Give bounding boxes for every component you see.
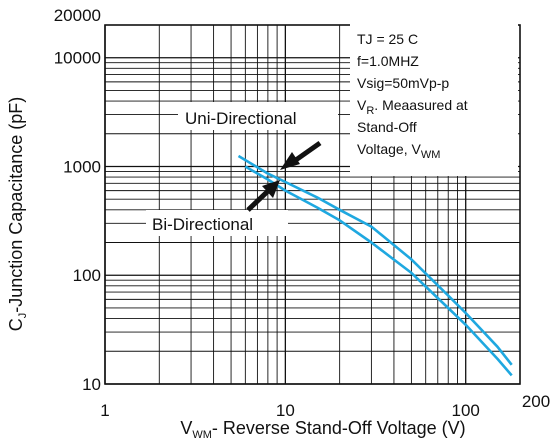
y-tick-label: 1000 (63, 157, 101, 176)
plot-frame (104, 24, 521, 385)
uni-directional-label: Uni-Directional (185, 109, 296, 128)
x-tick-labels: 1 10 100 200 (100, 392, 550, 420)
condition-line: Vsig=50mVp-p (357, 75, 449, 91)
condition-line: f=1.0MHZ (357, 53, 419, 69)
uni-directional-arrow (280, 140, 322, 170)
y-tick-label: 10000 (54, 49, 101, 68)
x-tick-label: 100 (452, 401, 480, 420)
x-axis-label: VWM- Reverse Stand-Off Voltage (V) (180, 418, 465, 441)
y-tick-labels: 10 100 1000 10000 20000 (54, 6, 101, 394)
conditions-box-bg (350, 24, 518, 176)
y-tick-label: 20000 (54, 6, 101, 25)
test-conditions: TJ = 25 C f=1.0MHZ Vsig=50mVp-p VR. Meaasur… (357, 31, 468, 161)
bi-directional-curve (244, 165, 513, 377)
y-axis-label: CJ-Junction Capacitance (pF) (6, 97, 29, 332)
bi-directional-arrow (246, 180, 280, 212)
uni-directional-curve (237, 154, 513, 366)
uni-label-bg (178, 102, 338, 130)
y-tick-label: 10 (82, 375, 101, 394)
bi-label-bg (146, 210, 288, 236)
x-tick-label: 10 (276, 401, 295, 420)
x-tick-label: 1 (100, 401, 109, 420)
condition-line: Stand-Off (357, 119, 417, 135)
condition-line: VR. Meaasured at (357, 97, 468, 117)
condition-line: TJ = 25 C (357, 31, 418, 47)
bi-directional-label: Bi-Directional (152, 215, 253, 234)
curves (237, 154, 513, 377)
condition-line: Voltage, VWM (357, 141, 440, 161)
x-tick-label: 200 (522, 392, 550, 411)
y-tick-label: 100 (73, 266, 101, 285)
